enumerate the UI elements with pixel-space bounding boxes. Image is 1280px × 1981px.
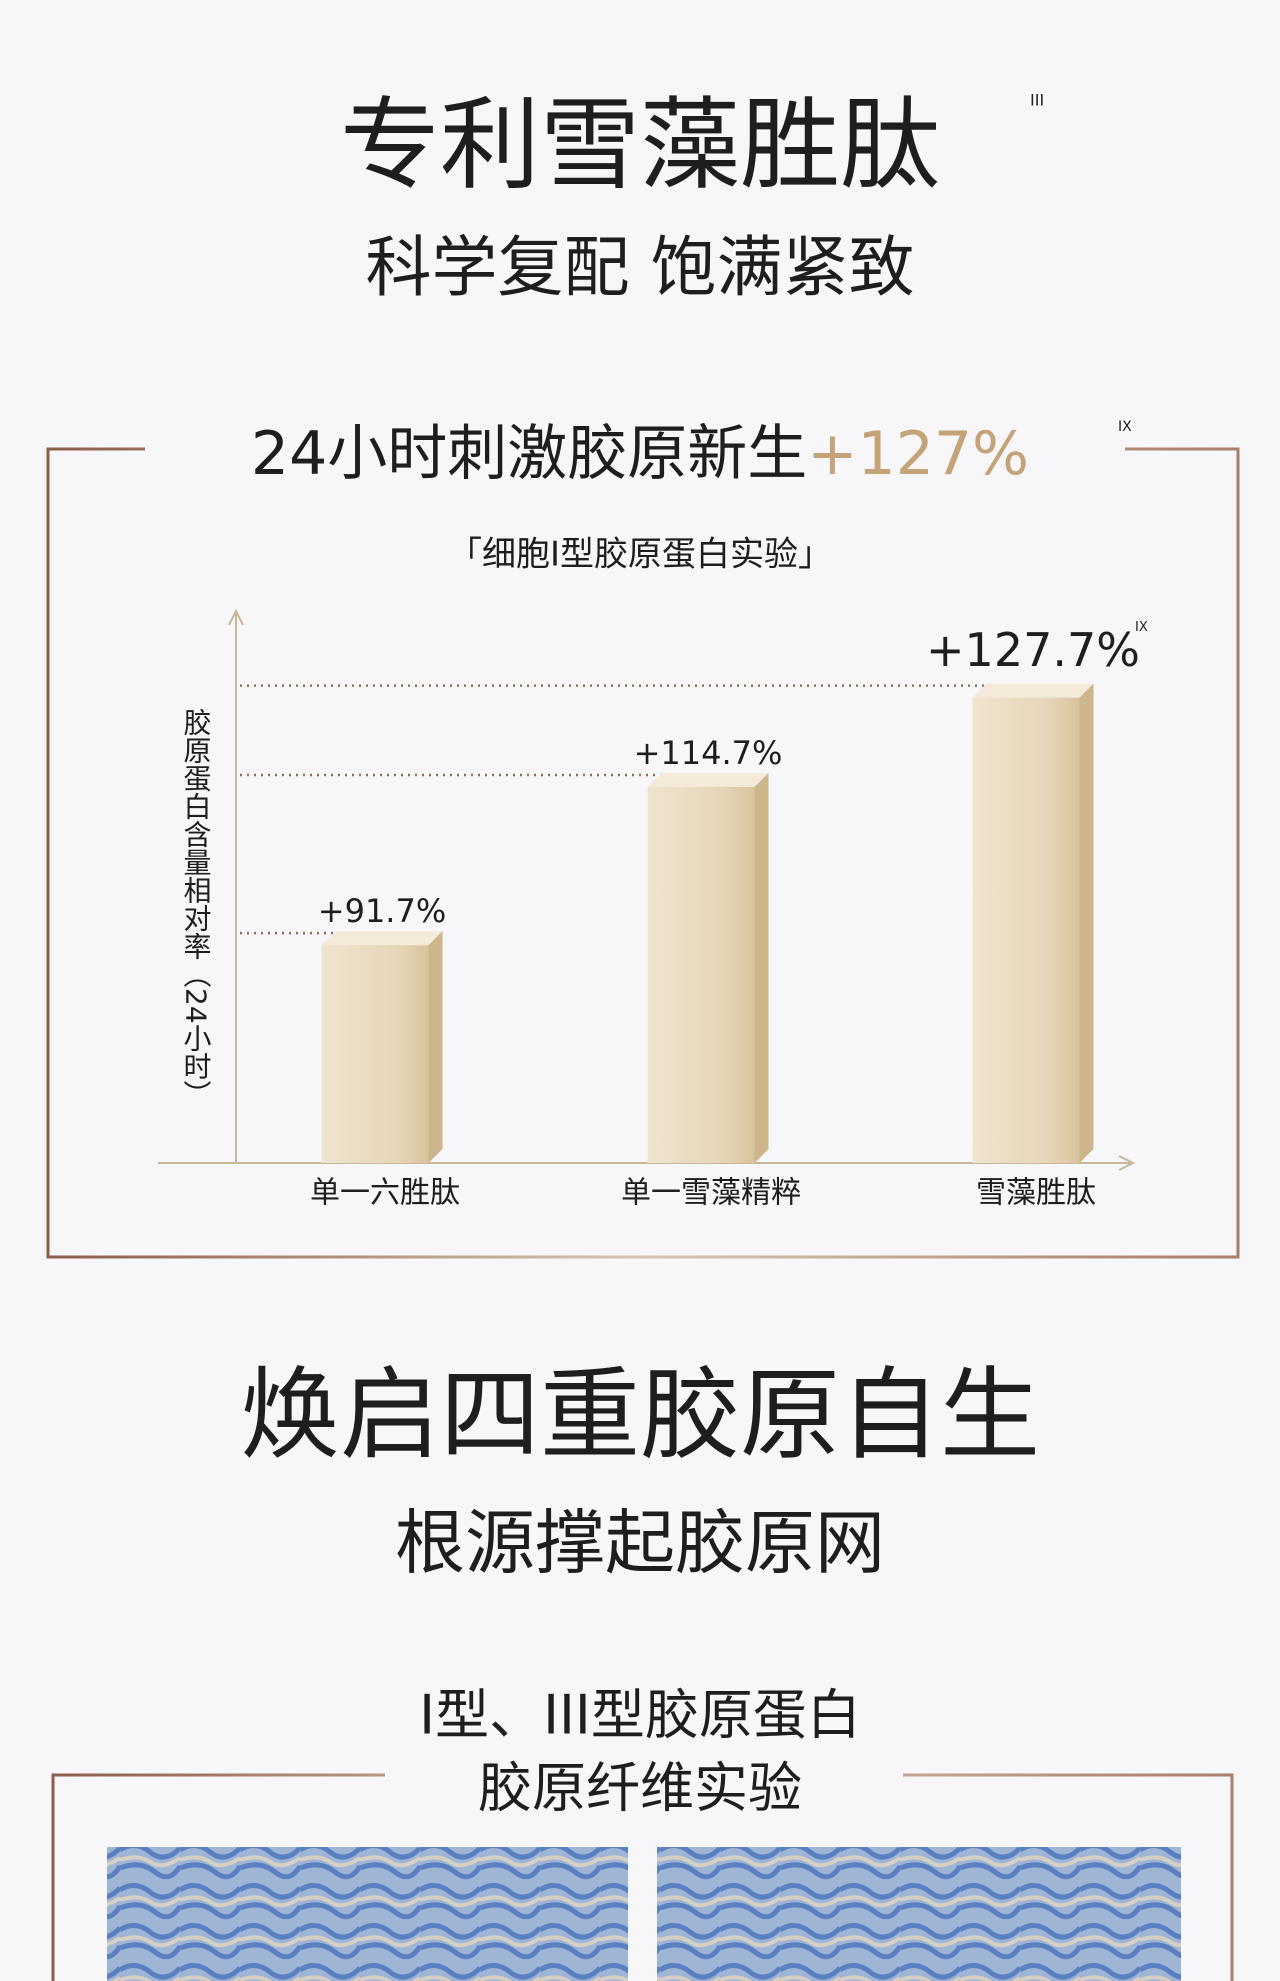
bar-side bbox=[428, 931, 443, 1163]
bar-side bbox=[754, 772, 769, 1163]
bar bbox=[972, 697, 1080, 1163]
bar-top bbox=[647, 772, 769, 787]
bar-top bbox=[972, 683, 1094, 698]
title-note: III bbox=[1030, 91, 1044, 110]
fiber-image bbox=[657, 1847, 1181, 1981]
x-tick-label: 单一雪藻精粹 bbox=[621, 1176, 801, 1211]
bar-side bbox=[1079, 683, 1094, 1163]
page-subtitle: 科学复配 饱满紧致 bbox=[366, 229, 915, 306]
x-axis-arrow bbox=[1118, 1155, 1136, 1171]
chart-frame bbox=[46, 447, 1240, 1259]
x-tick-label: 雪藻胜肽 bbox=[976, 1176, 1096, 1211]
panel-frame bbox=[51, 1773, 1234, 1981]
section-subtitle: 根源撑起胶原网 bbox=[395, 1502, 885, 1584]
value-label: +114.7% bbox=[634, 734, 783, 772]
bar bbox=[647, 786, 755, 1163]
chart-title-highlight: +127% bbox=[807, 419, 1029, 489]
bar-top bbox=[321, 931, 443, 946]
y-axis-arrow bbox=[228, 608, 244, 626]
value-label: +127.7% bbox=[926, 623, 1140, 677]
chart-title-note: IX bbox=[1118, 419, 1132, 435]
panel-title: I型、III型胶原蛋白 bbox=[419, 1684, 861, 1747]
panel-title: 胶原纤维实验 bbox=[478, 1757, 802, 1820]
bars: +91.7% 单一六胜肽 +114.7% 单一雪藻精粹 +127.7%IX 雪藻胜肽 bbox=[240, 620, 1148, 1211]
page-title: 专利雪藻胜肽 bbox=[340, 86, 940, 203]
chart-title: 24小时刺激胶原新生+127% bbox=[251, 419, 1029, 489]
y-axis-label: 胶原蛋白含量相对率（24小时） bbox=[180, 708, 213, 1108]
chart-subtitle: 「细胞I型胶原蛋白实验」 bbox=[448, 535, 832, 575]
value-label-note: IX bbox=[1135, 620, 1148, 635]
fiber-image bbox=[107, 1847, 628, 1981]
bar bbox=[321, 945, 429, 1163]
section-title: 焕启四重胶原自生 bbox=[240, 1356, 1040, 1473]
x-tick-label: 单一六胜肽 bbox=[310, 1176, 460, 1211]
chart-title-main: 24小时刺激胶原新生 bbox=[251, 419, 807, 489]
value-label: +91.7% bbox=[318, 892, 446, 930]
